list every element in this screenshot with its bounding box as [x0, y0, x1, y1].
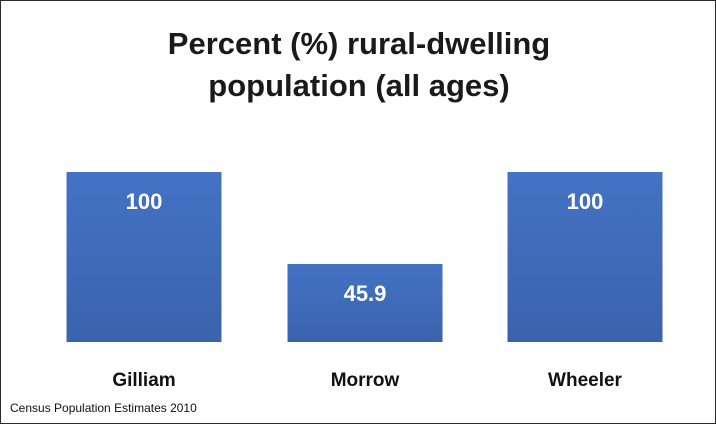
value-label-morrow: 45.9 [344, 281, 387, 306]
value-label-gilliam: 100 [126, 189, 163, 214]
category-labels-group: Gilliam Morrow Wheeler [112, 370, 622, 391]
value-labels-group: 100 45.9 100 [126, 189, 604, 306]
source-footnote: Census Population Estimates 2010 [10, 401, 197, 415]
chart-title: Percent (%) rural-dwelling population (a… [1, 23, 716, 107]
chart-title-line-2: population (all ages) [208, 68, 510, 103]
bars-group [66, 172, 663, 342]
bar-gilliam [66, 172, 222, 342]
value-label-wheeler: 100 [567, 189, 604, 214]
bar-wheeler [507, 172, 663, 342]
category-label-morrow: Morrow [331, 370, 400, 391]
category-label-gilliam: Gilliam [112, 370, 175, 391]
bar-morrow [287, 263, 443, 342]
category-label-wheeler: Wheeler [548, 370, 623, 391]
chart-title-line-1: Percent (%) rural-dwelling [167, 26, 551, 61]
